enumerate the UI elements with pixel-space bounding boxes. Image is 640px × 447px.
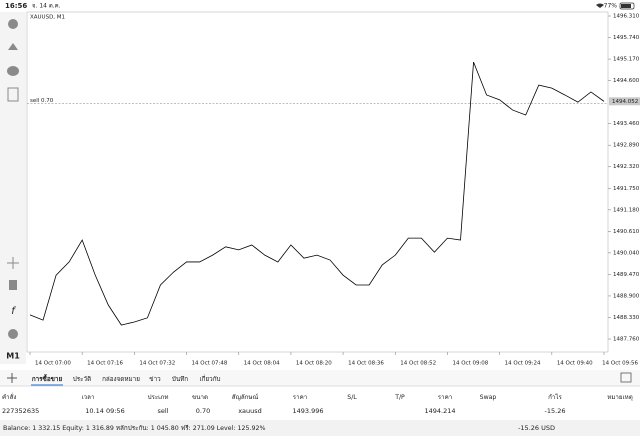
chat-icon[interactable]	[7, 66, 19, 76]
y-tick-label: 1487.760	[613, 337, 640, 343]
column-header: T/P	[394, 394, 405, 401]
y-tick-label: 1496.310	[613, 14, 640, 20]
y-tick-label: 1495.170	[613, 57, 640, 63]
battery-fill	[621, 4, 631, 8]
x-tick-label: 14 Oct 09:40	[557, 361, 593, 367]
status-date: จ. 14 ต.ค.	[32, 3, 61, 10]
y-tick-label: 1491.750	[613, 186, 640, 192]
y-tick-label: 1494.600	[613, 78, 640, 84]
column-header: ประเภท	[148, 394, 169, 401]
y-tick-label: 1489.470	[613, 272, 640, 278]
x-tick-label: 14 Oct 07:32	[139, 361, 175, 367]
trade-icon[interactable]	[8, 43, 18, 50]
table-cell: 227352635	[2, 407, 39, 415]
y-tick-label: 1493.460	[613, 121, 640, 127]
indicator-icon[interactable]: f	[11, 306, 16, 317]
tab[interactable]: การซื้อขาย	[32, 373, 63, 383]
y-tick-label: 1492.320	[613, 164, 640, 170]
x-tick-label: 14 Oct 07:00	[35, 361, 71, 367]
bid-marker	[609, 97, 640, 106]
column-header: Swap	[480, 394, 497, 401]
table-cell: 0.70	[196, 407, 210, 415]
y-tick-label: 1492.890	[613, 143, 640, 149]
table-cell: -15.26	[545, 407, 566, 415]
table-cell: sell	[158, 407, 169, 415]
status-time: 16:56	[5, 2, 27, 10]
timeframe-button[interactable]: M1	[6, 352, 20, 361]
objects-icon[interactable]	[8, 329, 18, 339]
y-tick-label: 1490.040	[613, 250, 640, 256]
column-header: ราคา	[438, 394, 452, 401]
tabs: การซื้อขาย ประวัติ กล่องจดหมาย ข่าว บันทึก เก…	[31, 373, 221, 386]
x-tick-label: 14 Oct 09:24	[505, 361, 541, 367]
x-tick-label: 14 Oct 07:16	[87, 361, 123, 367]
y-tick-label: 1490.610	[613, 229, 640, 235]
battery-icon	[619, 2, 635, 10]
y-tick-label: 1488.900	[613, 293, 640, 299]
wifi-icon	[596, 3, 604, 9]
tab[interactable]: ประวัติ	[73, 375, 91, 383]
candle-icon[interactable]	[9, 280, 17, 290]
table-cell: xauusd	[238, 407, 262, 415]
account-icon[interactable]	[8, 19, 18, 29]
footer-bar	[0, 420, 640, 436]
x-tick-label: 14 Oct 08:52	[400, 361, 436, 367]
x-tick-label: 14 Oct 09:56	[602, 361, 638, 367]
orders-table: คำสั่ง เวลา ประเภท ขนาด สัญลักษณ์ ราคา S/L T/P ร…	[2, 393, 633, 415]
column-header: หมายเหตุ	[607, 394, 632, 401]
tab[interactable]: เกี่ยวกับ	[200, 374, 221, 383]
tab[interactable]: บันทึก	[172, 375, 188, 383]
tab-bar	[0, 370, 640, 386]
column-header: ราคา	[293, 394, 307, 401]
table-cell: 10.14 09:56	[85, 407, 124, 415]
column-header: S/L	[347, 394, 357, 401]
bid-label: 1494.052	[612, 99, 638, 105]
chart-title: XAUUSD, M1	[30, 15, 65, 21]
x-tick-label: 14 Oct 08:04	[244, 361, 280, 367]
new-order-icon[interactable]	[7, 87, 19, 102]
plot-area	[26, 11, 609, 353]
account-summary: Balance: 1 332.15 Equity: 1 316.89 หลักป…	[3, 424, 266, 432]
chart: 1496.310 1495.740 1495.170 1494.600 1493.460…	[27, 14, 640, 367]
column-header: ขนาด	[192, 394, 208, 401]
table-cell: 1493.996	[292, 407, 323, 415]
layout-button[interactable]	[620, 372, 632, 383]
table-cell: 1494.214	[424, 407, 455, 415]
x-tick-label: 14 Oct 08:20	[296, 361, 332, 367]
y-tick-label: 1491.180	[613, 207, 640, 213]
x-tick-label: 14 Oct 07:48	[192, 361, 228, 367]
total-profit: -15.26 USD	[518, 424, 555, 432]
tab[interactable]: กล่องจดหมาย	[102, 376, 140, 383]
column-header: เวลา	[82, 394, 95, 401]
add-button[interactable]	[7, 373, 17, 383]
y-tick-label: 1495.740	[613, 35, 640, 41]
column-header: คำสั่ง	[2, 393, 16, 401]
x-tick-label: 14 Oct 09:08	[452, 361, 488, 367]
battery-level: 77%	[604, 3, 618, 10]
y-tick-label: 1488.330	[613, 315, 640, 321]
crosshair-icon[interactable]	[7, 257, 19, 269]
order-label: sell 0.70	[30, 98, 54, 104]
price-line	[29, 61, 605, 326]
tab[interactable]: ข่าว	[149, 376, 161, 383]
x-tick-label: 14 Oct 08:36	[348, 361, 384, 367]
column-header: กำไร	[548, 393, 562, 401]
column-header: สัญลักษณ์	[232, 393, 259, 401]
